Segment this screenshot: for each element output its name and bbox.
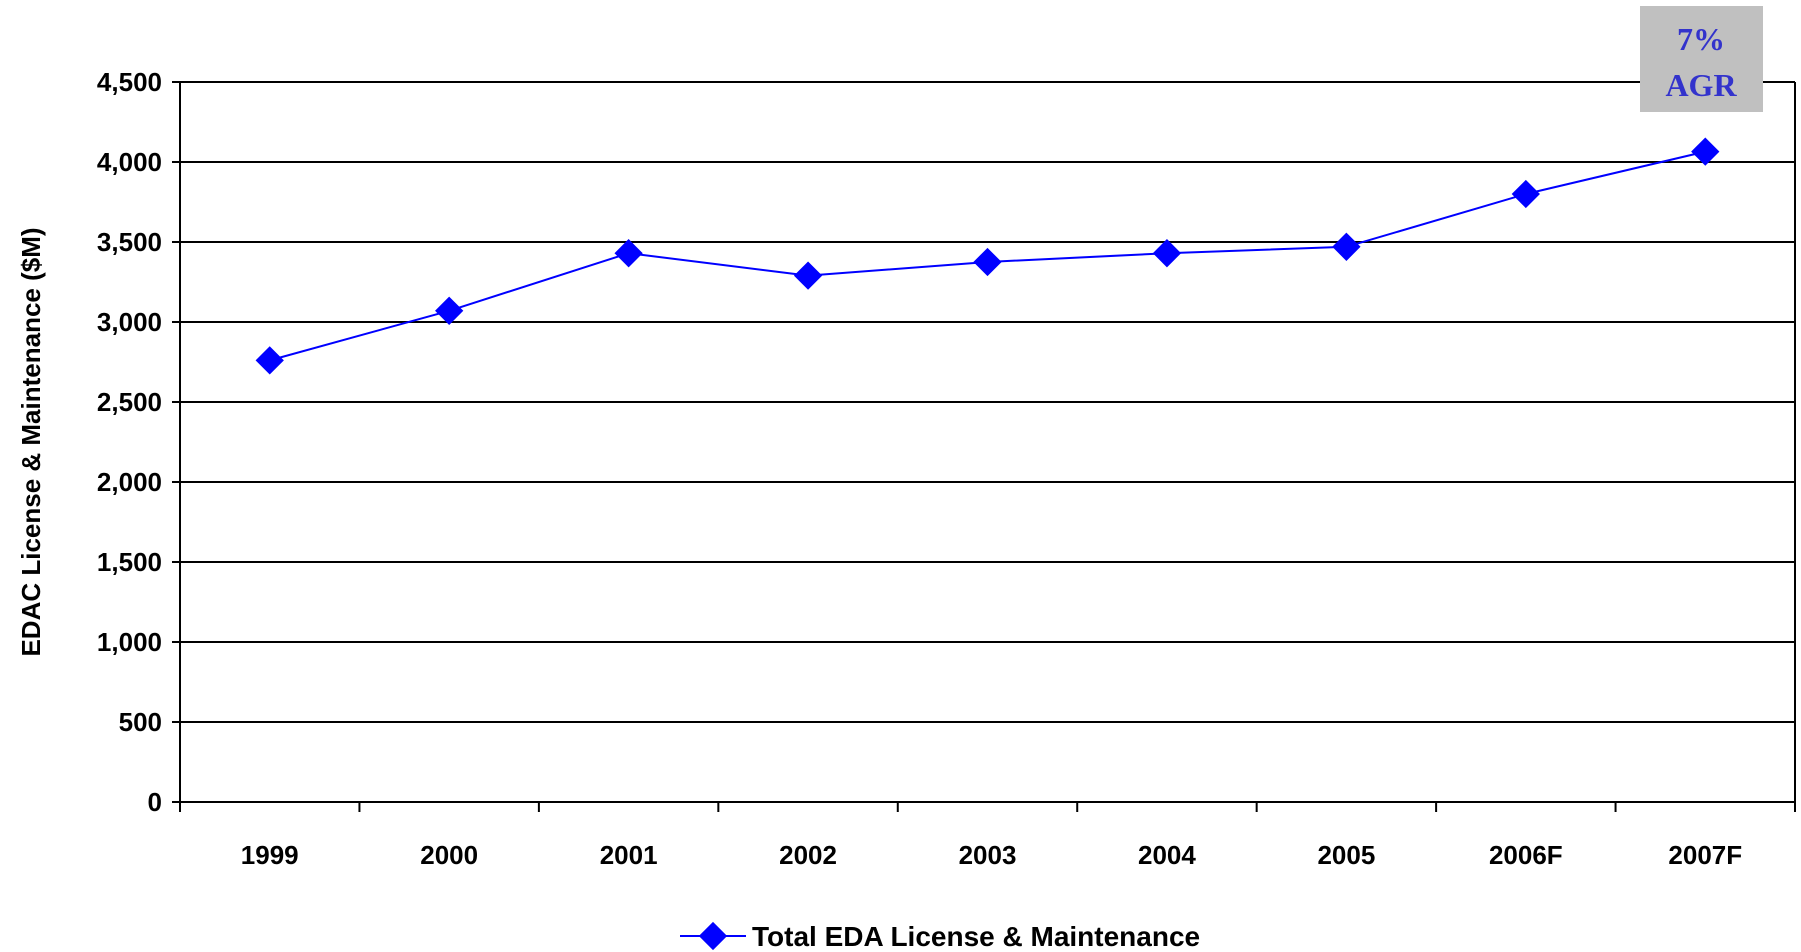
y-tick-label-500: 500 [119, 707, 162, 737]
data-point-2002 [793, 261, 823, 290]
data-point-1999 [255, 346, 284, 375]
annotation-background [1640, 6, 1763, 112]
y-tick-label-2500: 2,500 [97, 387, 162, 417]
x-tick-labels: 1999 2000 2001 2002 2003 2004 2005 2006F 2007F [241, 840, 1742, 870]
data-point-2003 [973, 247, 1002, 277]
x-tick-label-2005: 2005 [1317, 840, 1375, 870]
x-tick-label-2000: 2000 [420, 840, 478, 870]
y-tick-label-4000: 4,000 [97, 147, 162, 177]
y-tick-labels: 0 500 1,000 1,500 2,000 2,500 3,000 3,500 4,000 4… [97, 67, 162, 817]
y-tick-label-0: 0 [148, 787, 162, 817]
x-tick-label-2006F: 2006F [1489, 840, 1563, 870]
x-tick-label-1999: 1999 [241, 840, 299, 870]
axes [172, 81, 1796, 812]
legend-label: Total EDA License & Maintenance [752, 921, 1200, 952]
legend: Total EDA License & Maintenance [680, 921, 1200, 952]
data-point-2006F [1511, 179, 1540, 209]
y-tick-label-2000: 2,000 [97, 467, 162, 497]
y-axis-title: EDAC License & Maintenance ($M) [16, 227, 46, 656]
series-markers [255, 137, 1720, 375]
data-point-2001 [614, 239, 643, 268]
gridlines [180, 81, 1795, 723]
x-tick-label-2004: 2004 [1138, 840, 1196, 870]
y-tick-label-4500: 4,500 [97, 67, 162, 97]
x-tick-label-2003: 2003 [959, 840, 1017, 870]
data-point-2004 [1152, 239, 1182, 268]
y-tick-label-3500: 3,500 [97, 227, 162, 257]
data-point-2005 [1332, 232, 1361, 261]
annotation-box: 7% AGR [1640, 6, 1763, 112]
y-tick-label-1000: 1,000 [97, 627, 162, 657]
x-tick-label-2002: 2002 [779, 840, 837, 870]
annotation-percent: 7% [1677, 21, 1725, 57]
x-tick-label-2001: 2001 [600, 840, 658, 870]
annotation-agr: AGR [1665, 67, 1737, 103]
y-tick-label-1500: 1,500 [97, 547, 162, 577]
legend-marker [698, 921, 728, 951]
data-point-2000 [435, 296, 464, 325]
data-point-2007F [1691, 137, 1720, 166]
x-tick-label-2007F: 2007F [1668, 840, 1742, 870]
y-tick-label-3000: 3,000 [97, 307, 162, 337]
